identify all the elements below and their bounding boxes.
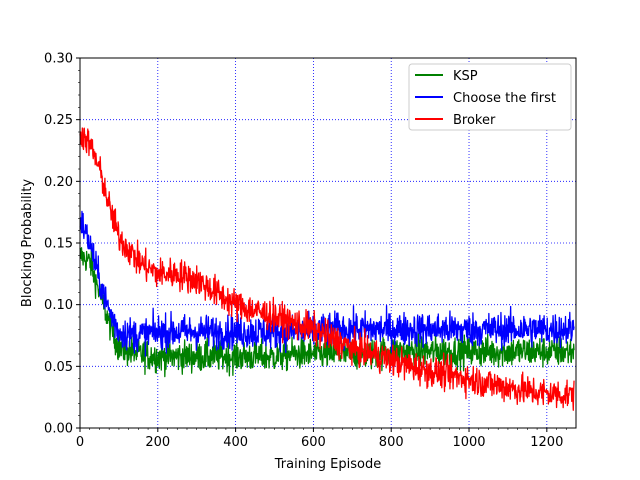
y-tick-label: 0.05 (44, 360, 73, 375)
x-axis: 0 200 400 600 800 1000 1200 (76, 428, 567, 450)
series-line-broker (79, 127, 575, 411)
x-axis-label: Training Episode (274, 457, 381, 472)
x-tick-label: 600 (301, 435, 326, 450)
x-tick-label: 200 (145, 435, 170, 450)
x-tick-label: 1000 (452, 435, 485, 450)
y-tick-label: 0.20 (44, 175, 73, 190)
legend-label-ksp: KSP (453, 69, 478, 84)
y-axis-label: Blocking Probability (20, 179, 35, 307)
legend-label-broker: Broker (453, 113, 496, 128)
legend: KSP Choose the first Broker (408, 63, 572, 131)
legend-label-choose-the-first: Choose the first (453, 91, 556, 106)
legend-box (408, 63, 572, 131)
series-layer (79, 127, 575, 411)
x-tick-label: 1200 (530, 435, 563, 450)
y-axis: 0.00 0.05 0.10 0.15 0.20 0.25 0.30 (44, 52, 80, 437)
x-tick-label: 0 (76, 435, 84, 450)
y-tick-label: 0.10 (44, 298, 73, 313)
x-tick-label: 800 (379, 435, 404, 450)
y-tick-label: 0.15 (44, 237, 73, 252)
y-tick-label: 0.30 (44, 52, 73, 67)
y-tick-label: 0.25 (44, 113, 73, 128)
x-tick-label: 400 (223, 435, 248, 450)
y-tick-label: 0.00 (44, 422, 73, 437)
series-line-ksp (79, 247, 575, 378)
